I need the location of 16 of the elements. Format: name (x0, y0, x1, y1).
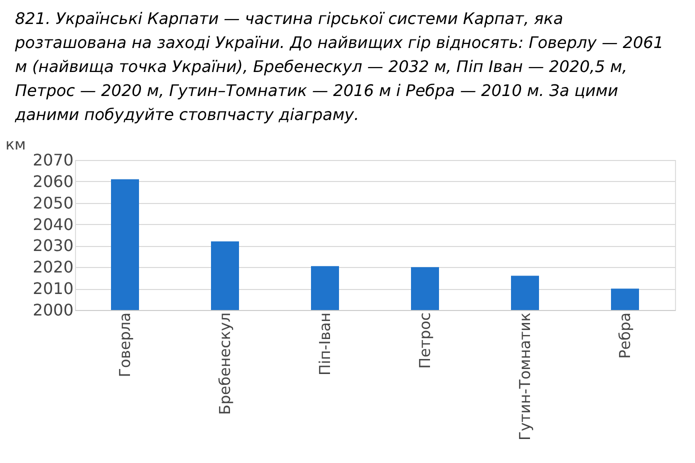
chart-title: 821. Українські Карпати — частина гірської системи Карпат, яка розташована на заході України. До найвищих гір відносять: Говерлу — 2061 м (найвища точка України), Бребенескул — 2032 м, Піп Іван — 2020,5 м, Петрос — 2020 м, Гутин–Томнатик — 2016 м і Ребра — 2010 м. За цими даними побудуйте стовпчасту діаграму. (14, 9, 664, 124)
x-tick-label: Ребра (616, 312, 634, 359)
x-tick-label: Гутин-Томнатик (516, 312, 534, 440)
y-tick-label: 2020 (32, 258, 74, 277)
y-tick-label: 2050 (32, 193, 74, 212)
x-tick-label: Бребенескул (216, 312, 234, 415)
y-tick-label: 2000 (32, 300, 74, 320)
y-tick-label: 2060 (32, 172, 74, 191)
y-tick-label: 2010 (32, 279, 74, 298)
y-tick-label: 2070 (32, 150, 74, 170)
y-axis-title: км (6, 136, 26, 154)
x-tick-label: Піп-Іван (316, 312, 334, 376)
x-tick-label: Говерла (116, 312, 134, 378)
y-tick-label: 2040 (32, 214, 74, 234)
x-tick-label: Петрос (416, 312, 434, 369)
y-tick-label: 2030 (32, 236, 74, 256)
